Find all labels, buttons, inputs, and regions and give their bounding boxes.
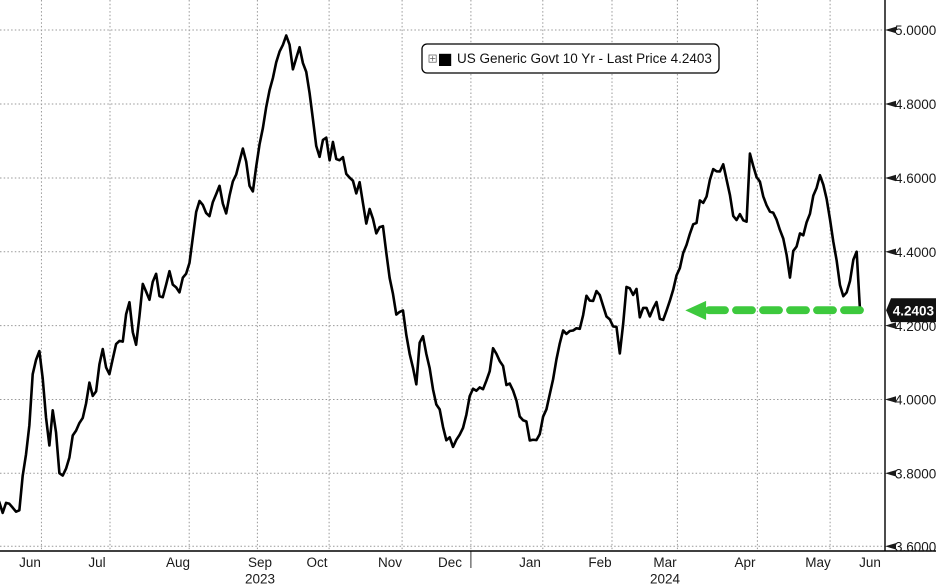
- svg-text:Aug: Aug: [166, 555, 190, 570]
- svg-text:4.2403: 4.2403: [893, 303, 935, 318]
- svg-text:Mar: Mar: [653, 555, 677, 570]
- svg-text:2024: 2024: [650, 572, 681, 587]
- svg-text:Jan: Jan: [519, 555, 541, 570]
- svg-text:4.8000: 4.8000: [895, 97, 936, 112]
- svg-text:4.0000: 4.0000: [895, 393, 936, 408]
- svg-text:5.0000: 5.0000: [895, 23, 936, 38]
- svg-text:Jun: Jun: [19, 555, 41, 570]
- svg-text:May: May: [805, 555, 831, 570]
- svg-text:Jun: Jun: [859, 555, 881, 570]
- svg-text:2023: 2023: [245, 572, 275, 587]
- svg-text:US Generic Govt 10 Yr - Last P: US Generic Govt 10 Yr - Last Price 4.240…: [457, 51, 712, 66]
- svg-text:4.4000: 4.4000: [895, 245, 936, 260]
- svg-text:Jul: Jul: [88, 555, 105, 570]
- svg-text:4.6000: 4.6000: [895, 171, 936, 186]
- svg-text:3.6000: 3.6000: [895, 539, 936, 554]
- svg-text:Apr: Apr: [734, 555, 756, 570]
- svg-text:Oct: Oct: [306, 555, 327, 570]
- svg-text:Feb: Feb: [588, 555, 611, 570]
- svg-text:Sep: Sep: [248, 555, 272, 570]
- svg-text:Dec: Dec: [438, 555, 462, 570]
- svg-text:3.8000: 3.8000: [895, 466, 936, 481]
- svg-text:Nov: Nov: [378, 555, 402, 570]
